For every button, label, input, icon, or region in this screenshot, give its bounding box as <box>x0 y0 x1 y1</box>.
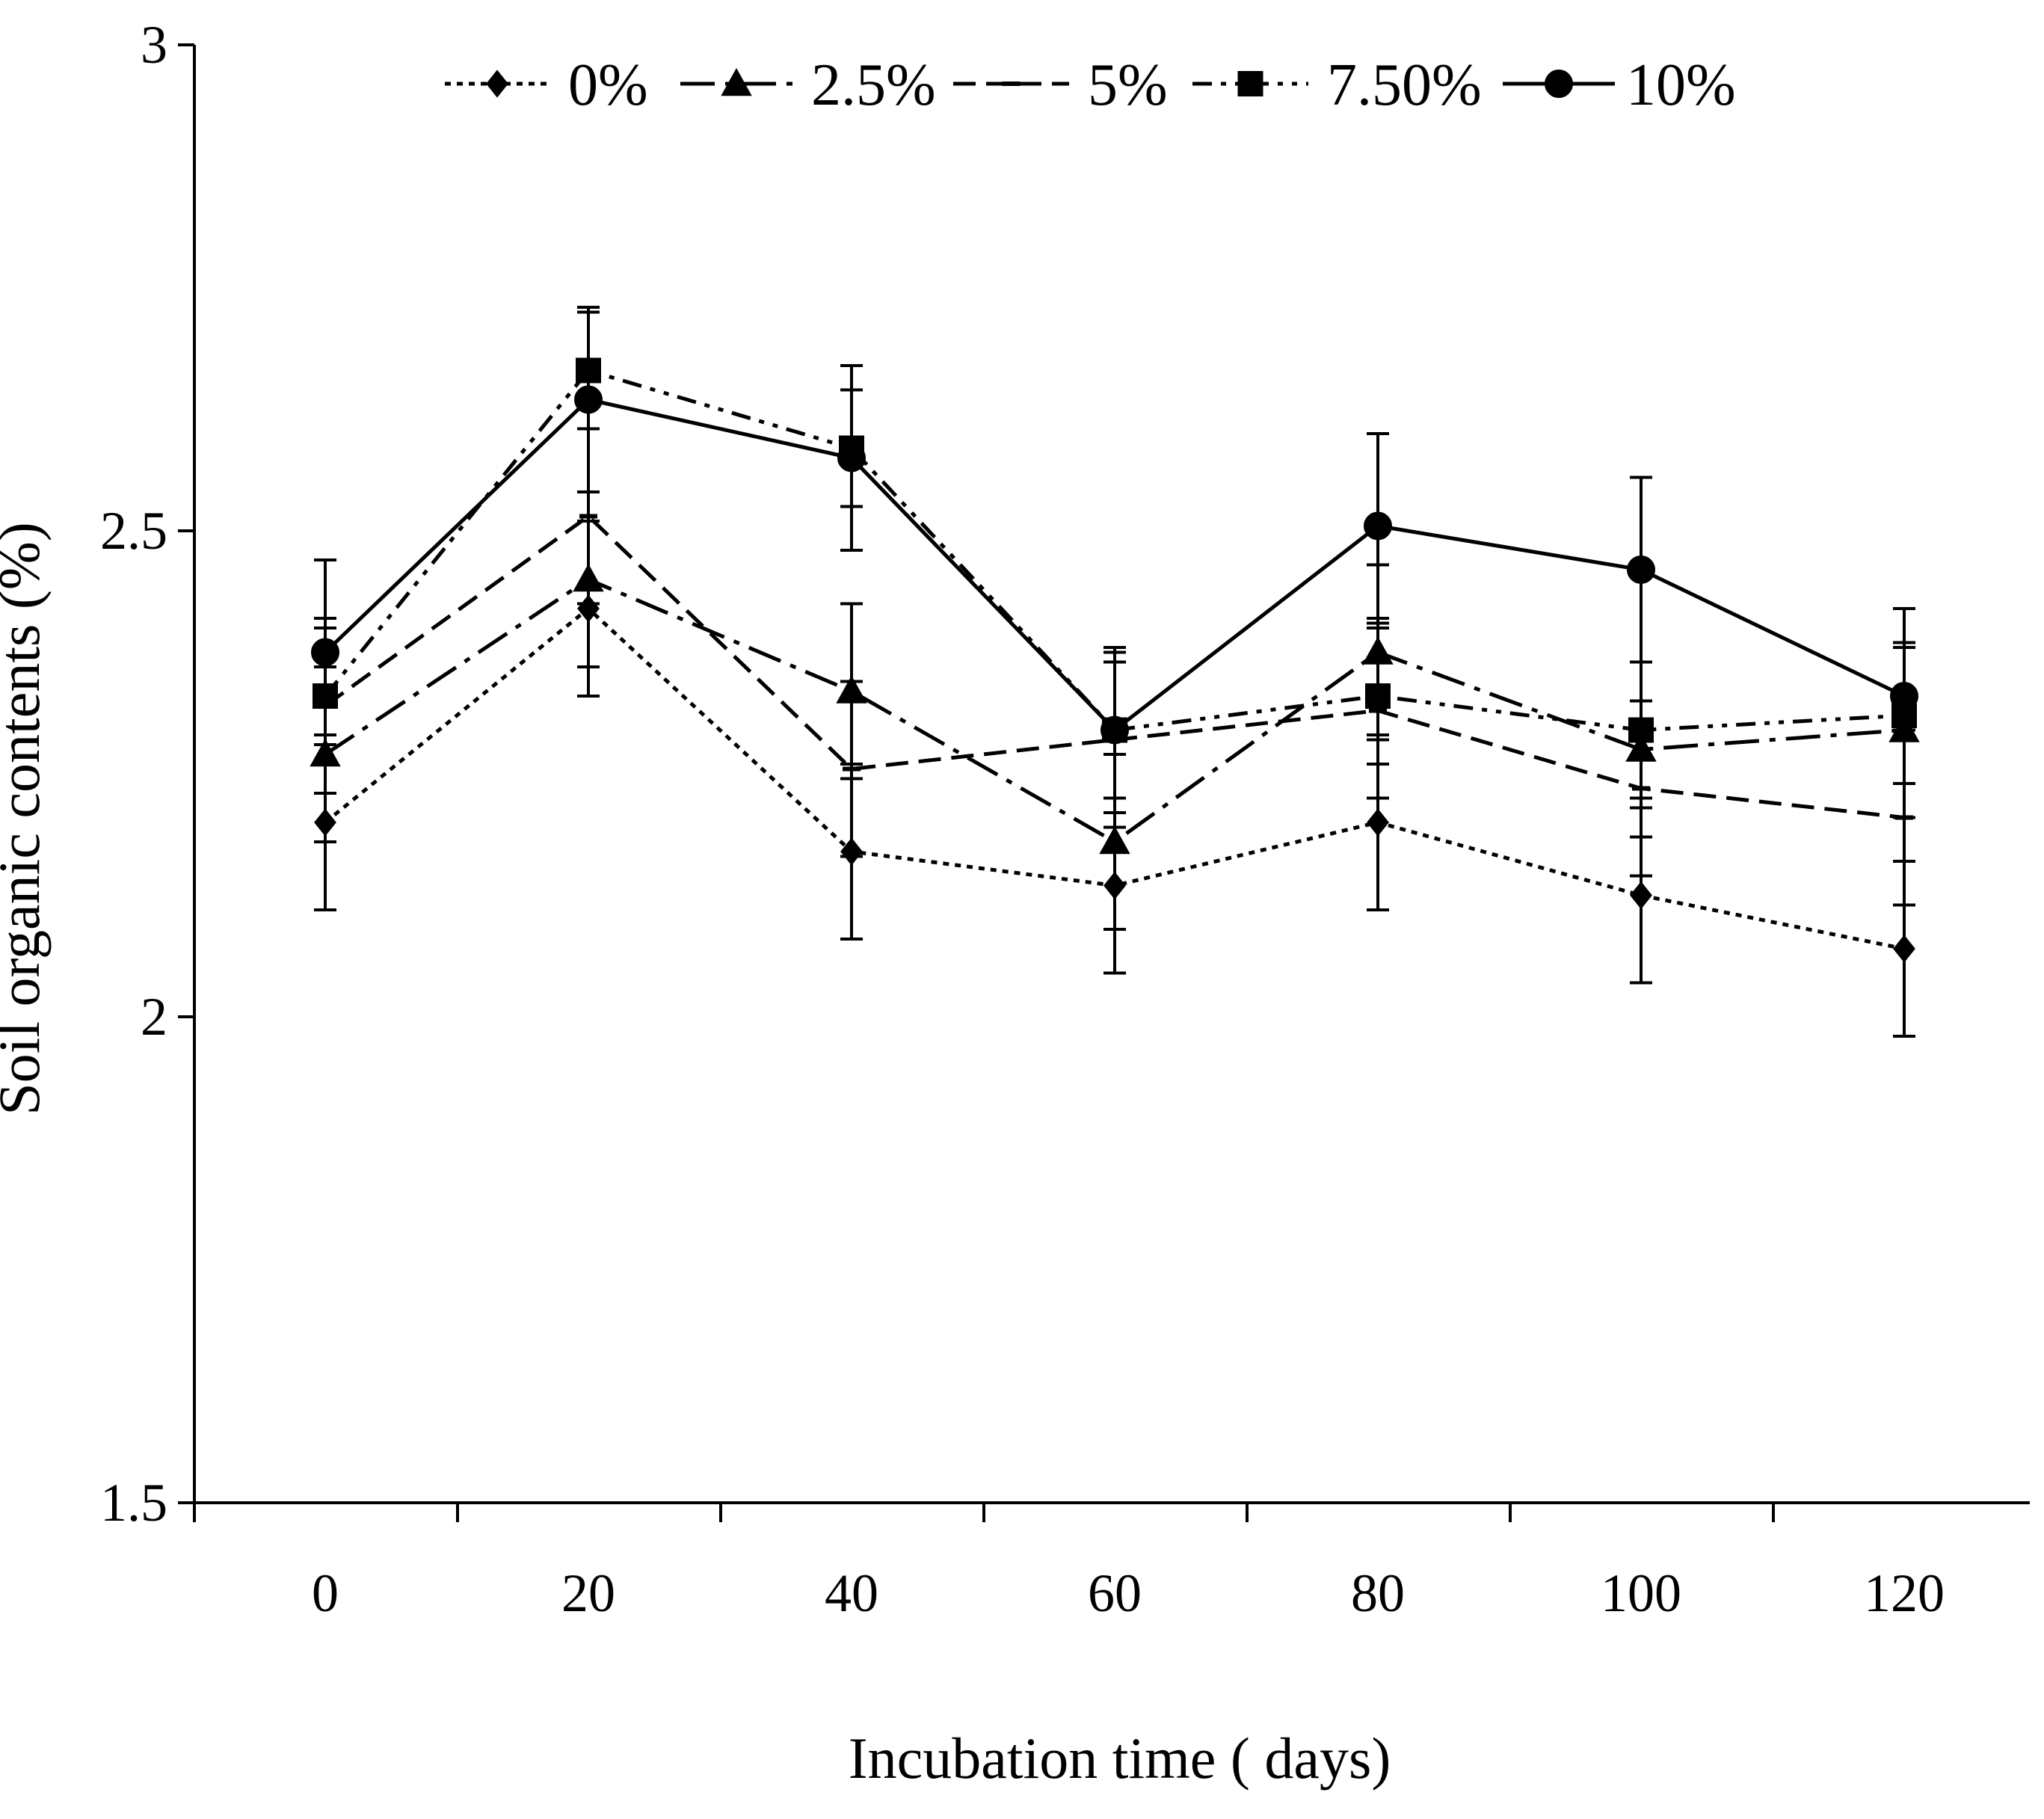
x-tick-label: 20 <box>561 1563 615 1623</box>
data-point-square <box>1237 71 1263 96</box>
legend-label: 7.50% <box>1327 52 1482 118</box>
data-point-circle <box>1545 70 1573 98</box>
y-tick-label: 1.5 <box>100 1473 167 1533</box>
x-tick-label: 0 <box>312 1563 339 1623</box>
x-tick-label: 60 <box>1088 1563 1142 1623</box>
x-tick-label: 80 <box>1351 1563 1405 1623</box>
x-axis-title: Incubation time ( days) <box>849 1726 1391 1791</box>
data-point-circle <box>1627 555 1655 584</box>
data-point-circle <box>311 638 339 667</box>
y-ticks: 1.5 2 2.5 3 <box>100 15 194 1533</box>
data-point-diamond <box>1893 935 1915 963</box>
legend: 0% 2.5% 5% 7.50% 10% <box>445 52 1736 118</box>
data-point-circle <box>1890 682 1918 710</box>
data-point-circle <box>1101 715 1129 745</box>
x-ticks: 0 20 40 60 80 100 120 <box>193 1503 1945 1623</box>
x-tick-label: 40 <box>825 1563 878 1623</box>
legend-item-3: 5% <box>953 52 1168 118</box>
legend-item-5: 10% <box>1503 52 1736 118</box>
data-point-circle <box>1364 511 1392 541</box>
y-tick-label: 2.5 <box>100 501 167 561</box>
series-5 <box>311 306 1918 814</box>
series-layer <box>310 306 1920 1038</box>
data-point-circle <box>837 443 866 473</box>
data-point-diamond <box>486 70 508 98</box>
x-tick-label: 100 <box>1601 1563 1681 1623</box>
legend-item-2: 2.5% <box>680 52 936 118</box>
y-tick-label: 2 <box>141 987 167 1047</box>
legend-label: 10% <box>1626 52 1736 118</box>
legend-item-1: 0% <box>445 52 648 118</box>
axes: 1.5 2 2.5 3 0 20 40 60 80 100 120 <box>100 15 2030 1623</box>
legend-item-4: 7.50% <box>1192 52 1482 118</box>
y-tick-label: 3 <box>141 15 167 75</box>
legend-label: 2.5% <box>811 52 936 118</box>
data-point-square <box>1365 683 1391 709</box>
data-point-diamond <box>1367 808 1389 837</box>
data-point-triangle <box>1099 825 1130 855</box>
legend-label: 0% <box>568 52 648 118</box>
data-point-triangle <box>721 67 752 96</box>
data-point-square <box>1628 717 1654 743</box>
data-point-circle <box>574 385 603 414</box>
x-tick-label: 120 <box>1864 1563 1945 1623</box>
y-axis-title: Soil organic contents (%) <box>0 522 52 1115</box>
legend-label: 5% <box>1088 52 1168 118</box>
data-point-diamond <box>1630 881 1652 910</box>
